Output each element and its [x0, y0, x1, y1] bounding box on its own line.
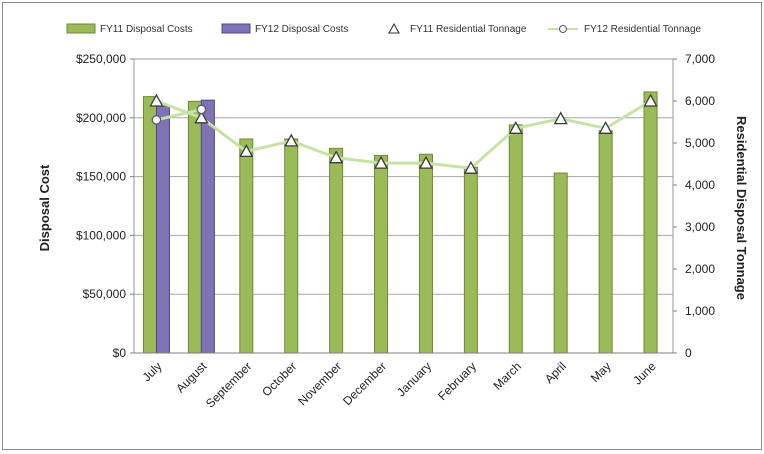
fy11-tonnage-point	[239, 144, 254, 158]
fy11-cost-bar	[418, 153, 433, 354]
legend-label: FY11 Residential Tonnage	[410, 24, 527, 35]
legend-swatch	[558, 24, 568, 34]
lines	[149, 93, 658, 174]
y-tick-label: $50,000	[83, 287, 127, 301]
legend-label: FY12 Residential Tonnage	[584, 24, 702, 35]
fy11-cost-bar	[284, 138, 299, 354]
y-tick-label: $100,000	[76, 228, 126, 242]
fy11-tonnage-point	[508, 120, 523, 134]
legend-swatch	[388, 22, 400, 34]
fy11-cost-bar	[598, 130, 613, 354]
y2-tick-label: 0	[685, 346, 692, 360]
x-tick-label: December	[340, 359, 389, 408]
y2-tick-label: 7,000	[685, 52, 715, 66]
x-tick-label: August	[173, 359, 210, 396]
fy11-cost-bar	[239, 138, 254, 354]
y-tick-label: $150,000	[76, 170, 126, 184]
fy12-tonnage-line	[156, 107, 202, 122]
fy11-tonnage-point	[329, 150, 344, 164]
fy11-tonnage-point	[284, 133, 299, 147]
fy11-cost-bar	[374, 154, 389, 354]
y2-tick-label: 2,000	[685, 262, 715, 276]
y-axis-title: Disposal Cost	[37, 164, 52, 251]
y2-tick-label: 3,000	[685, 220, 715, 234]
legend-swatch	[221, 23, 251, 34]
fy11-tonnage-point	[194, 110, 209, 124]
fy11-cost-bar	[463, 166, 478, 354]
fy11-tonnage-point	[598, 120, 613, 134]
x-tick-label: July	[140, 359, 165, 384]
bars	[142, 91, 658, 354]
y-tick-label: $200,000	[76, 111, 126, 125]
y2-tick-label: 6,000	[685, 94, 715, 108]
fy12-tonnage-point	[196, 104, 207, 115]
fy11-cost-bar	[187, 100, 202, 354]
x-tick-label: March	[490, 359, 523, 392]
x-tick-label: November	[295, 359, 344, 408]
fy12-cost-bar	[155, 105, 170, 354]
legend-label: FY12 Disposal Costs	[255, 24, 348, 35]
y-tick-label: $0	[113, 346, 127, 360]
y2-tick-label: 5,000	[685, 136, 715, 150]
fy11-tonnage-point	[643, 93, 658, 107]
x-tick-label: October	[259, 359, 299, 399]
fy11-tonnage-point	[149, 93, 164, 107]
x-tick-label: January	[394, 359, 434, 399]
fy11-tonnage-point	[463, 160, 478, 174]
legend: FY11 Disposal Costs FY12 Disposal Costs FY…	[66, 22, 702, 35]
fy11-cost-bar	[553, 172, 568, 354]
y2-tick-label: 4,000	[685, 178, 715, 192]
x-tick-label: February	[435, 359, 479, 403]
legend-label: FY11 Disposal Costs	[100, 24, 193, 35]
fy11-tonnage-point	[373, 155, 389, 169]
y2-axis-title: Residential Disposal Tonnage	[734, 116, 749, 300]
y-tick-label: $250,000	[76, 52, 126, 66]
x-tick-label: May	[588, 359, 614, 385]
fy11-tonnage-point	[418, 155, 434, 169]
fy11-cost-bar	[508, 124, 523, 354]
legend-swatch	[66, 23, 96, 34]
fy12-tonnage-point	[151, 115, 162, 125]
chart-svg: FY11 Disposal Costs FY12 Disposal Costs FY…	[37, 22, 749, 411]
y2-tick-label: 1,000	[685, 304, 715, 318]
fy12-cost-bar	[200, 99, 215, 354]
x-tick-label: June	[630, 359, 659, 388]
fy11-tonnage-line	[155, 99, 652, 170]
fy11-cost-bar	[643, 91, 658, 354]
x-tick-label: September	[203, 359, 254, 410]
x-tick-label: April	[542, 359, 569, 386]
fy11-cost-bar	[142, 96, 157, 354]
fy11-tonnage-point	[553, 111, 568, 125]
fy11-cost-bar	[329, 147, 344, 354]
